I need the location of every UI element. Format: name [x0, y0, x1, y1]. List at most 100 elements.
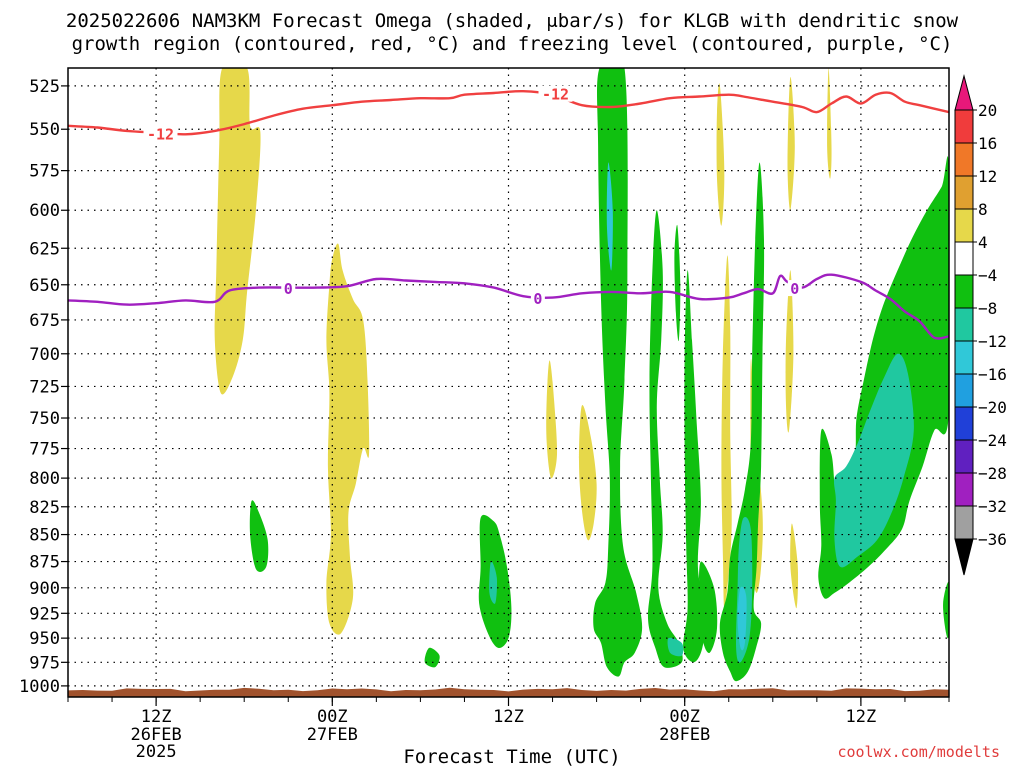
omega-region--4-20: [424, 647, 440, 668]
colorbar-label--12: −12: [978, 332, 1007, 351]
chart-title-line2: growth region (contoured, red, °C) and f…: [71, 33, 953, 55]
colorbar-band-1: [954, 142, 974, 177]
contour-label-bg: [538, 85, 573, 102]
omega-region-4-3: [579, 405, 597, 541]
contour-label-bg: [530, 289, 545, 306]
colorbar-top-arrow: [954, 74, 974, 111]
colorbar-band-9: [954, 406, 974, 441]
y-tick-label-925: 925: [29, 604, 60, 624]
y-tick-label-750: 750: [29, 409, 60, 429]
omega-region--4-17: [674, 224, 681, 342]
omega-region--12-27: [737, 586, 747, 651]
y-tick-label-775: 775: [29, 440, 60, 460]
omega-region-4-7: [787, 76, 795, 211]
colorbar-label-4: 4: [978, 233, 988, 252]
contour-label-bg: [281, 280, 296, 297]
colorbar-label--8: −8: [978, 299, 997, 318]
colorbar-label-16: 16: [978, 134, 997, 153]
grid-lines: [68, 68, 949, 697]
omega-region-4-10: [790, 523, 799, 609]
contour-label-0-0: -12: [147, 125, 174, 143]
colorbar-band-11: [954, 472, 974, 507]
colorbar-band-4: [954, 241, 974, 276]
colorbar-label--24: −24: [978, 431, 1007, 450]
x-tick-label-4: 12Z: [846, 707, 877, 727]
omega-region--4-21: [943, 581, 949, 639]
colorbar-label-8: 8: [978, 200, 988, 219]
x-tick-year-0: 2025: [136, 742, 177, 762]
omega-region--8-25: [667, 637, 684, 657]
y-tick-label-600: 600: [29, 201, 60, 221]
colorbar-band-12: [954, 505, 974, 540]
temperature-contours: -12 -12 0 0 0: [68, 85, 949, 340]
omega-region--4-11: [593, 68, 643, 677]
y-tick-label-675: 675: [29, 311, 60, 331]
omega-region-4-1: [326, 243, 370, 635]
omega-region-4-9: [785, 270, 794, 433]
omega-region-4-2: [546, 360, 558, 479]
y-tick-label-950: 950: [29, 629, 60, 649]
y-axis: 525 550 575 600 625 650 675 700 725 750 775 800 825 8…: [19, 77, 68, 697]
x-tick-label-1: 00Z: [317, 707, 348, 727]
x-tick-date-0: 26FEB: [131, 725, 182, 745]
x-axis-title: Forecast Time (UTC): [403, 746, 621, 768]
omega-region-4-0: [214, 68, 261, 395]
omega-region--8-22: [833, 353, 914, 568]
x-tick-date-3: 28FEB: [659, 725, 710, 745]
colorbar-label-20: 20: [978, 101, 997, 120]
colorbar-label--36: −36: [978, 530, 1007, 549]
colorbar-band-0: [954, 109, 974, 144]
contour-label-1-1: 0: [533, 290, 542, 308]
colorbar-label--32: −32: [978, 497, 1007, 516]
y-tick-label-550: 550: [29, 120, 60, 140]
ground-band: [68, 687, 949, 697]
colorbar-band-2: [954, 175, 974, 210]
omega-region--4-18: [683, 270, 706, 663]
omega-region--4-12: [719, 162, 765, 682]
omega-region-4-4: [716, 83, 725, 226]
x-tick-label-0: 12Z: [141, 707, 172, 727]
ground-surface: [68, 687, 949, 697]
omega-region--4-16: [647, 210, 683, 668]
shaded-regions: [214, 68, 949, 682]
contour-label-1-0: 0: [284, 280, 293, 298]
y-tick-label-800: 800: [29, 469, 60, 489]
contour-label-0-1: -12: [542, 86, 569, 104]
colorbar-band-7: [954, 340, 974, 375]
omega-region-4-8: [827, 68, 832, 179]
contour-label-1-2: 0: [790, 280, 799, 298]
colorbar-label--20: −20: [978, 398, 1007, 417]
x-tick-date-1: 27FEB: [307, 725, 358, 745]
colorbar-label--28: −28: [978, 464, 1007, 483]
contour-label-bg: [143, 125, 178, 142]
colorbar: 20 16 12 8 4 −4 −8 −12 −16 −20 −24 −28 −32 −36: [954, 74, 1007, 576]
colorbar-band-5: [954, 274, 974, 309]
credit-text: coolwx.com/modelts: [837, 743, 1000, 761]
y-tick-label-875: 875: [29, 553, 60, 573]
colorbar-label--4: −4: [978, 266, 997, 285]
y-tick-label-850: 850: [29, 526, 60, 546]
contour-line-1: [68, 273, 949, 340]
contour-label-bg: [787, 280, 802, 297]
omega-region--8-24: [489, 561, 498, 604]
omega-region--4-19: [699, 561, 718, 653]
x-tick-label-2: 12Z: [493, 707, 524, 727]
omega-region--12-26: [606, 162, 613, 271]
chart-title-line1: 2025022606 NAM3KM Forecast Omega (shaded…: [65, 10, 959, 32]
y-tick-label-975: 975: [29, 653, 60, 673]
colorbar-band-10: [954, 439, 974, 474]
colorbar-label--16: −16: [978, 365, 1007, 384]
colorbar-band-3: [954, 208, 974, 243]
y-tick-label-625: 625: [29, 239, 60, 259]
x-tick-label-3: 00Z: [669, 707, 700, 727]
omega-region-4-5: [721, 255, 732, 609]
colorbar-band-6: [954, 307, 974, 342]
y-tick-label-525: 525: [29, 77, 60, 97]
y-tick-label-700: 700: [29, 345, 60, 365]
y-tick-label-725: 725: [29, 377, 60, 397]
colorbar-bottom-arrow: [954, 538, 974, 576]
y-tick-label-650: 650: [29, 276, 60, 296]
omega-region--4-15: [249, 500, 269, 572]
